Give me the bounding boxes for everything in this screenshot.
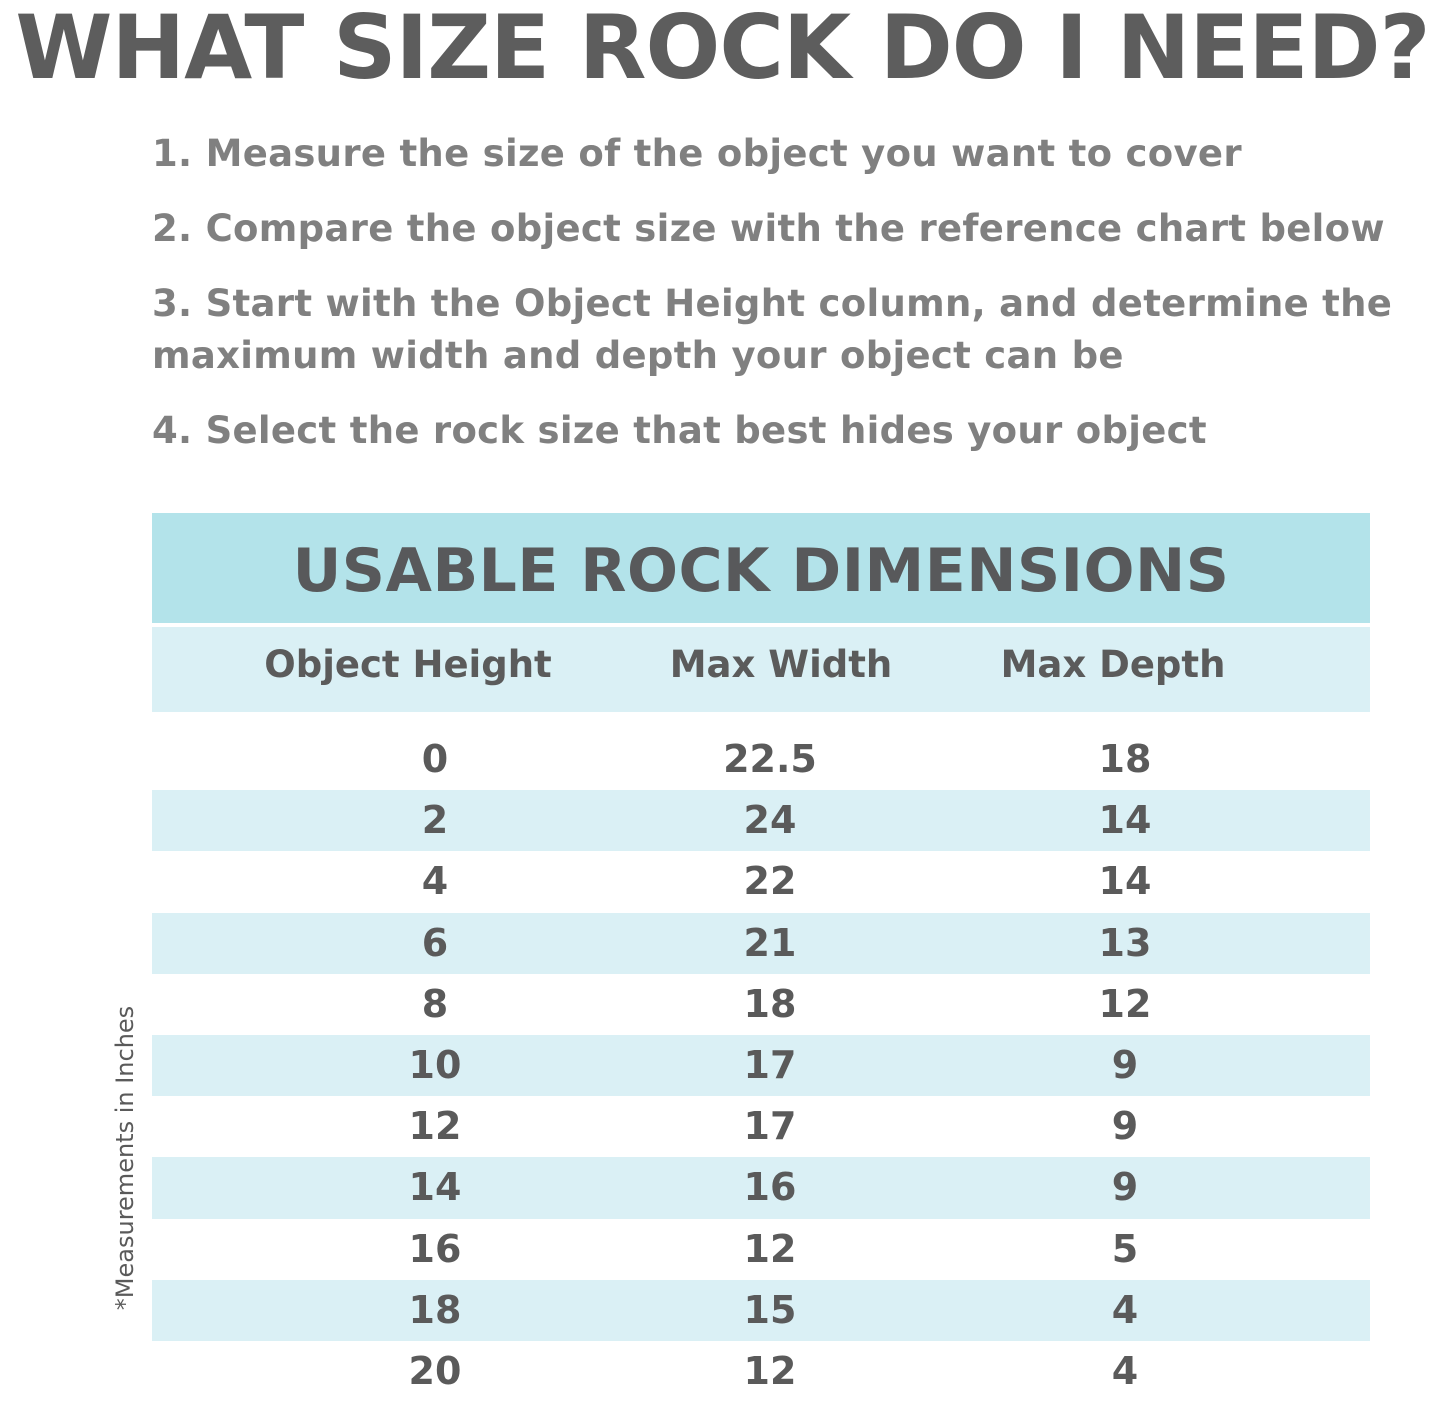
header-object-height: Object Height (264, 643, 552, 686)
cell-max-width: 12 (743, 1348, 797, 1393)
cell-max-depth: 4 (1111, 1287, 1139, 1332)
cell-object-height: 10 (408, 1042, 462, 1087)
cell-max-depth: 9 (1111, 1042, 1139, 1087)
table-row: 8 18 12 (152, 974, 1370, 1035)
table-title: USABLE ROCK DIMENSIONS (152, 513, 1370, 623)
table-row: 18 15 4 (152, 1279, 1370, 1341)
cell-max-width: 15 (743, 1287, 797, 1332)
cell-max-depth: 4 (1111, 1348, 1139, 1393)
table-body: 0 22.5 18 2 24 14 4 22 14 6 21 13 8 18 12 10 17 9 12 17 9 14 1… (152, 729, 1370, 1402)
cell-object-height: 4 (421, 859, 449, 904)
rock-dimensions-table: USABLE ROCK DIMENSIONS Object Height Max… (152, 513, 1370, 1402)
header-max-depth: Max Depth (1000, 643, 1226, 686)
table-row: 20 12 4 (152, 1341, 1370, 1402)
cell-object-height: 0 (421, 737, 449, 781)
cell-object-height: 6 (421, 920, 449, 965)
cell-max-depth: 14 (1098, 798, 1152, 843)
cell-object-height: 18 (408, 1287, 462, 1332)
cell-max-depth: 14 (1098, 859, 1152, 904)
table-row: 2 24 14 (152, 790, 1370, 852)
page-title: WHAT SIZE ROCK DO I NEED? (15, 0, 1430, 99)
cell-max-depth: 18 (1098, 737, 1152, 781)
table-row: 14 16 9 (152, 1157, 1370, 1219)
step-3: 3. Start with the Object Height column, … (152, 282, 1393, 377)
table-row: 0 22.5 18 (152, 729, 1370, 790)
cell-object-height: 12 (408, 1104, 462, 1149)
cell-object-height: 8 (421, 981, 449, 1026)
cell-max-depth: 13 (1098, 920, 1152, 965)
cell-max-depth: 5 (1111, 1226, 1139, 1271)
cell-max-width: 16 (743, 1165, 797, 1210)
cell-max-width: 22 (743, 859, 797, 904)
cell-max-depth: 9 (1111, 1165, 1139, 1210)
cell-object-height: 2 (421, 798, 449, 843)
cell-object-height: 16 (408, 1226, 462, 1271)
step-4: 4. Select the rock size that best hides … (152, 409, 1207, 452)
cell-object-height: 14 (408, 1165, 462, 1210)
table-row: 4 22 14 (152, 851, 1370, 912)
step-2: 2. Compare the object size with the refe… (152, 207, 1385, 250)
cell-max-depth: 12 (1098, 981, 1152, 1026)
table-row: 10 17 9 (152, 1034, 1370, 1097)
header-max-width: Max Width (669, 643, 893, 686)
table-header-row: Object Height Max Width Max Depth (152, 627, 1370, 712)
cell-max-width: 21 (743, 920, 797, 965)
cell-max-width: 22.5 (723, 737, 817, 781)
table-row: 12 17 9 (152, 1096, 1370, 1157)
measurement-note: *Measurements in Inches (111, 1005, 139, 1311)
cell-max-width: 17 (743, 1104, 797, 1149)
cell-max-depth: 9 (1111, 1104, 1139, 1149)
cell-max-width: 12 (743, 1226, 797, 1271)
table-row: 6 21 13 (152, 912, 1370, 974)
cell-object-height: 20 (408, 1348, 462, 1393)
cell-max-width: 24 (743, 798, 797, 843)
cell-max-width: 17 (743, 1042, 797, 1087)
instruction-steps: 1. Measure the size of the object you wa… (152, 128, 1402, 480)
step-1: 1. Measure the size of the object you wa… (152, 132, 1242, 175)
cell-max-width: 18 (743, 981, 797, 1026)
table-row: 16 12 5 (152, 1219, 1370, 1280)
